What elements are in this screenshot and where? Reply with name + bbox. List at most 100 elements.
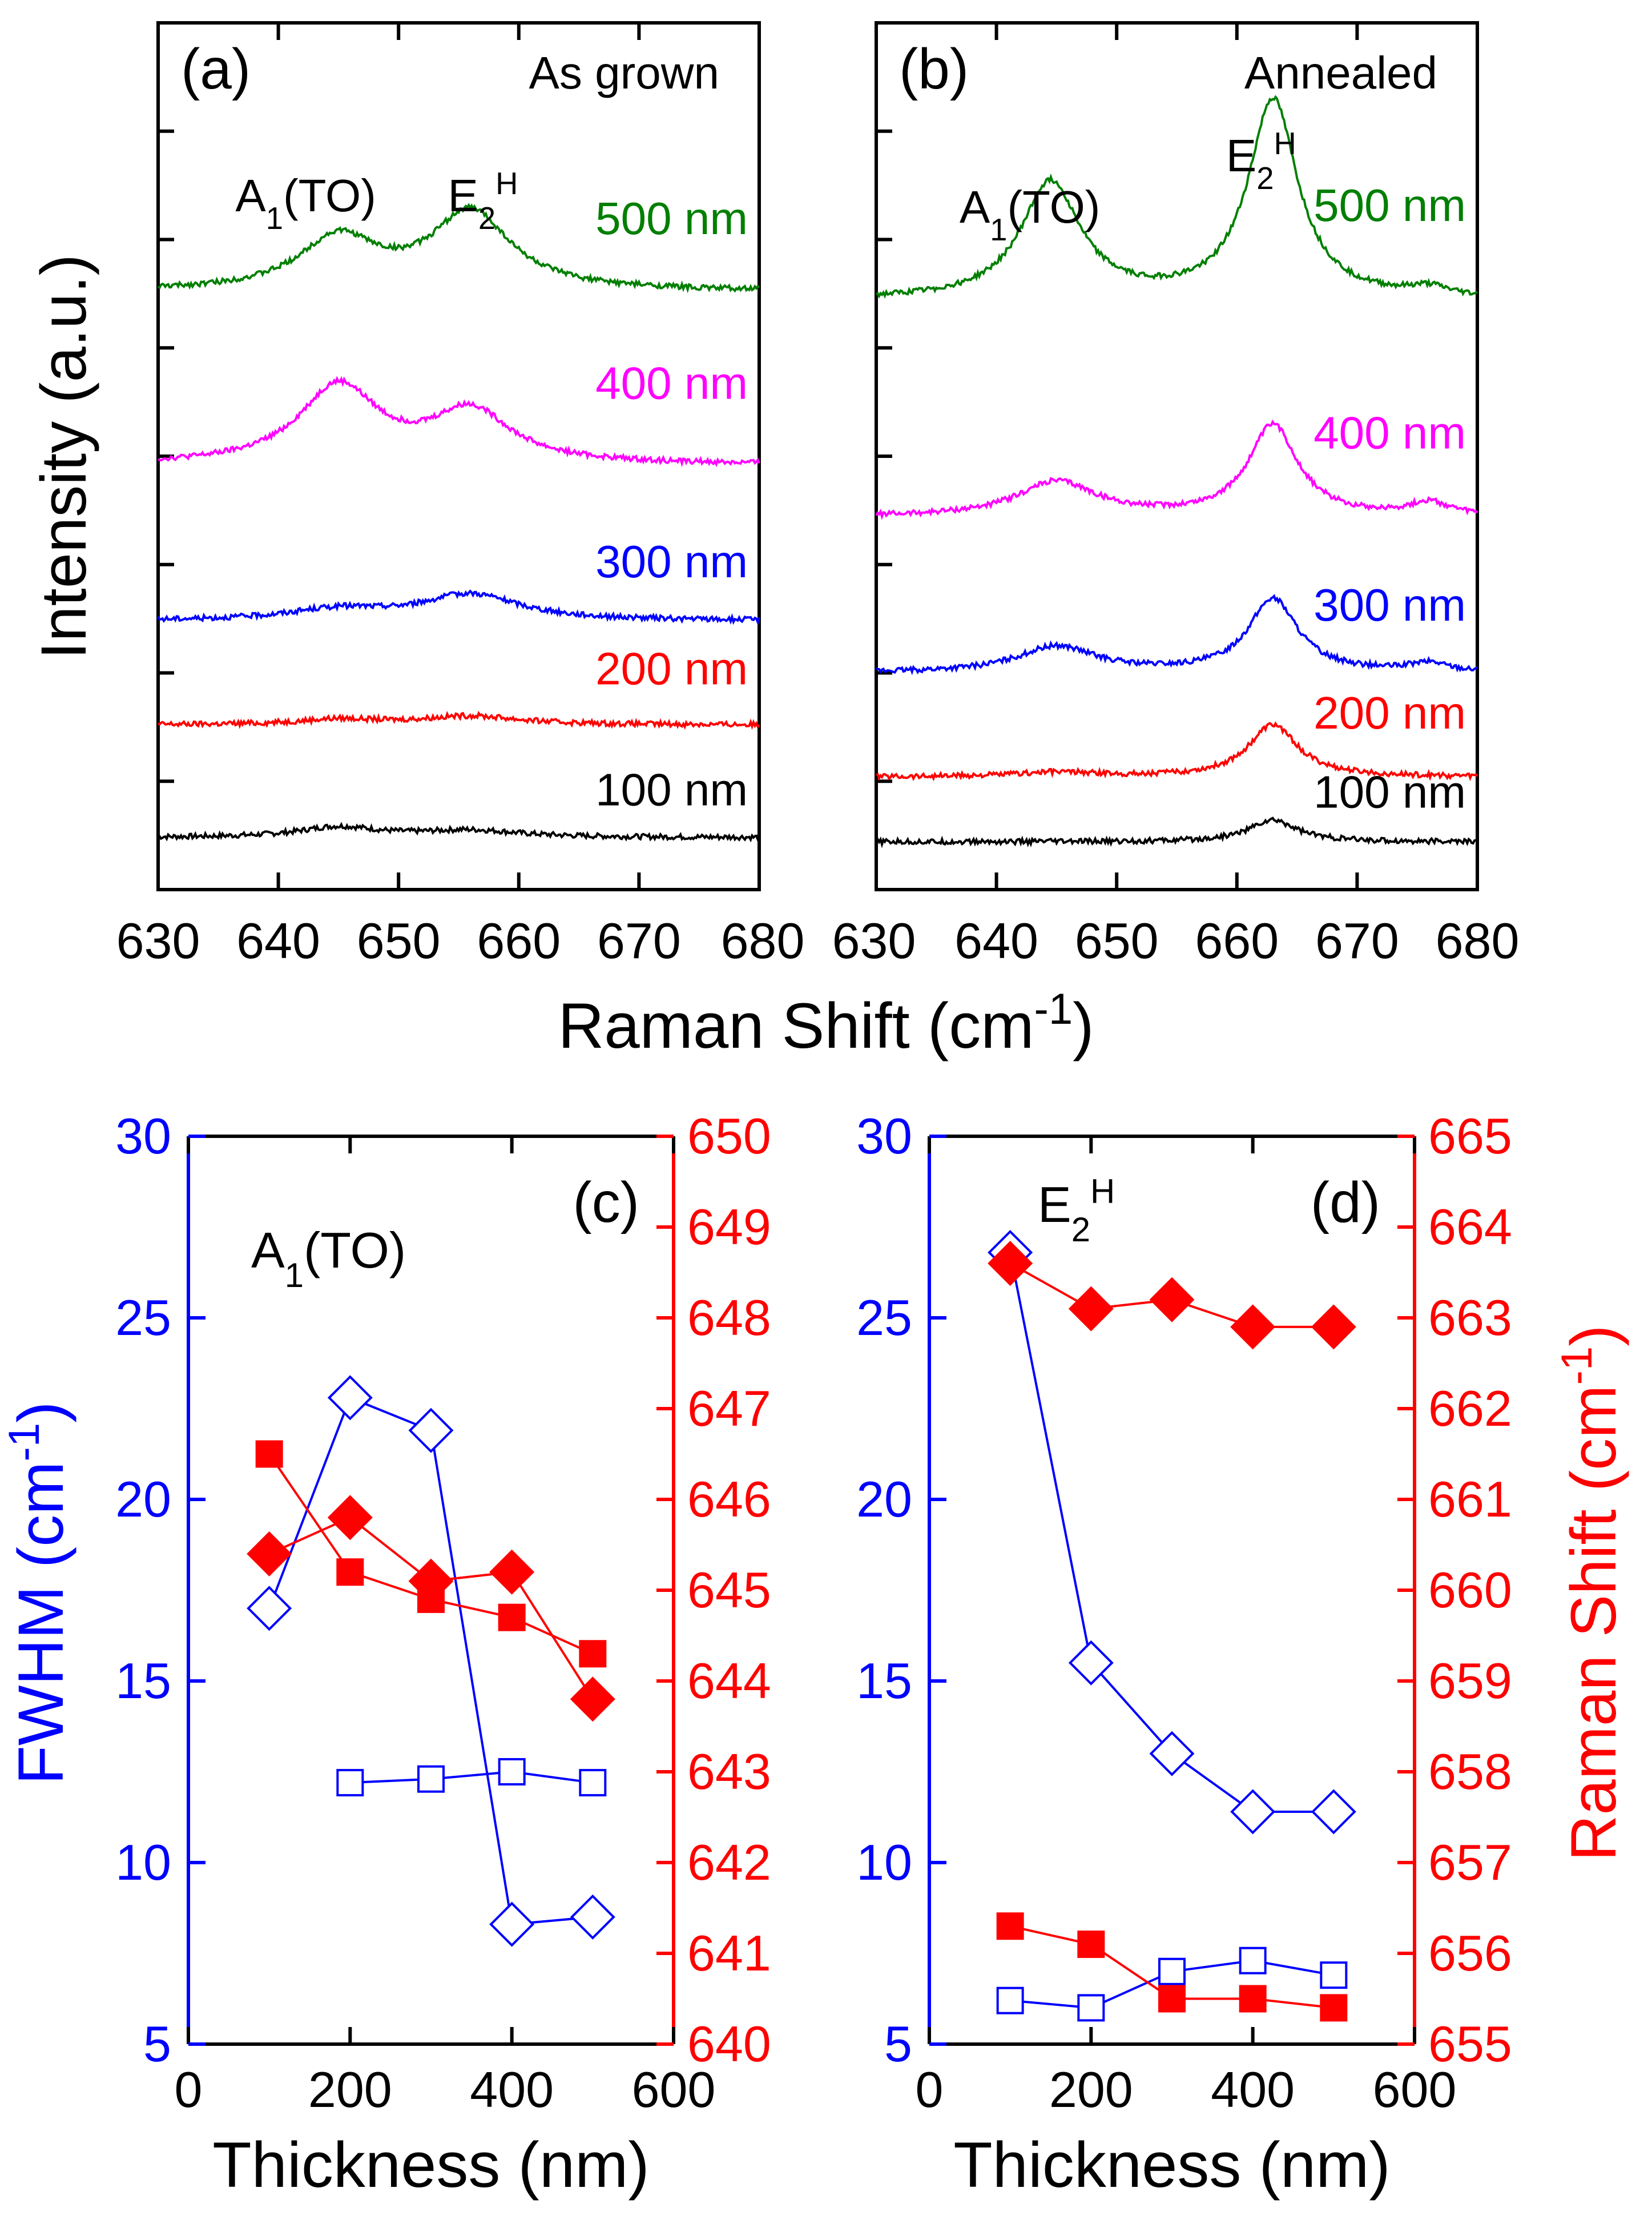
y-left-tick-label: 30 <box>115 1108 171 1164</box>
series-label: 500 nm <box>1313 180 1466 231</box>
data-point-diamond-open <box>1149 1731 1195 1776</box>
x-tick-label: 400 <box>470 2061 554 2118</box>
y-right-tick-label: 640 <box>687 2016 771 2072</box>
y-left-tick-label: 30 <box>856 1108 912 1164</box>
xlabel-text: Raman Shift (cm <box>558 990 1034 1061</box>
series-label: 300 nm <box>1313 580 1466 630</box>
spectrum-100-nm <box>158 822 760 843</box>
peak-label-sub: 1 <box>990 212 1007 247</box>
y-left-tick-label: 5 <box>884 2016 912 2072</box>
x-tick-label: 680 <box>1436 912 1520 969</box>
spectrum-200-nm <box>157 710 760 730</box>
x-tick-label: 200 <box>308 2061 392 2118</box>
data-point-diamond-open <box>327 1375 373 1421</box>
series-label: 100 nm <box>595 765 748 815</box>
series-label: 400 nm <box>595 358 748 409</box>
data-point-diamond-filled <box>247 1531 292 1576</box>
data-point-diamond-open <box>408 1407 454 1453</box>
y-right-tick-label: 659 <box>1428 1652 1512 1709</box>
spectrum-500-nm <box>875 95 1478 299</box>
ylabel-end: ) <box>1558 1325 1629 1346</box>
x-tick-label: 630 <box>832 912 916 969</box>
spectrum-300-nm <box>157 589 760 626</box>
series-label: 200 nm <box>595 644 748 694</box>
data-point-square-filled <box>255 1440 283 1468</box>
series-line <box>1009 1252 1334 1813</box>
condition-label: As grown <box>529 47 719 98</box>
xlabel-sup: -1 <box>1034 985 1073 1033</box>
y-left-tick-label: 20 <box>115 1471 171 1527</box>
title-sub: 2 <box>1071 1210 1090 1249</box>
condition-label: Annealed <box>1244 47 1437 98</box>
x-tick-label: 640 <box>236 912 320 969</box>
peak-label-a1-to: A1(TO) <box>235 170 376 236</box>
y-right-tick-label: 645 <box>687 1562 771 1618</box>
y-left-tick-label: 20 <box>856 1471 912 1527</box>
x-tick-label: 670 <box>597 912 681 969</box>
y-left-tick-label: 10 <box>115 1834 171 1891</box>
data-point-diamond-filled <box>1068 1286 1114 1332</box>
y-right-tick-label: 662 <box>1428 1380 1512 1437</box>
data-point-square-filled <box>1320 1994 1348 2022</box>
x-tick-label: 600 <box>632 2061 716 2118</box>
x-axis-title-thickness: Thickness (nm) <box>212 2129 649 2201</box>
peak-label-sup: H <box>495 166 518 201</box>
x-tick-label: 0 <box>916 2061 944 2118</box>
plot-frame-a <box>156 21 761 891</box>
y-right-tick-label: 648 <box>687 1289 771 1346</box>
y-right-tick-label: 647 <box>687 1380 771 1437</box>
y-right-tick-label: 650 <box>687 1108 771 1164</box>
x-tick-label: 660 <box>1195 912 1279 969</box>
series-label: 500 nm <box>595 193 748 244</box>
y-right-tick-label: 658 <box>1428 1743 1512 1800</box>
panel-c: 0 200 400 600 5 10 15 20 25 30 640 641 642 643 644 645 6… <box>115 1108 771 2201</box>
data-point-square-open <box>1239 1946 1267 1974</box>
y-right-tick-label: 663 <box>1428 1289 1512 1346</box>
peak-label-sub: 1 <box>266 201 283 236</box>
spectrum-500-nm <box>157 203 760 293</box>
series-label: 400 nm <box>1313 407 1466 458</box>
data-point-square-open <box>579 1769 607 1797</box>
x-tick-label: 650 <box>357 912 441 969</box>
peak-label-sup: H <box>1274 126 1296 161</box>
panel-label: (b) <box>899 37 969 101</box>
y-right-tick-label: 641 <box>687 1925 771 1981</box>
panel-a: 630 640 650 660 670 680 100 nm 200 nm 300 nm 400 … <box>116 21 804 969</box>
spectrum-400-nm <box>875 419 1478 520</box>
title-base: A <box>251 1222 285 1278</box>
data-point-square-filled <box>1239 1985 1267 2013</box>
panel-title-e2h: E2H <box>1038 1172 1115 1249</box>
y-right-tick-label: 657 <box>1428 1834 1512 1891</box>
panel-label: (c) <box>573 1171 639 1234</box>
data-point-diamond-open <box>1068 1640 1114 1686</box>
y-right-tick-label: 664 <box>1428 1199 1512 1255</box>
x-tick-label: 0 <box>175 2061 203 2118</box>
x-tick-label: 630 <box>116 912 200 969</box>
y-axis-title-raman-shift: Raman Shift (cm-1) <box>1553 1325 1630 1861</box>
y-right-tick-label: 644 <box>687 1652 771 1709</box>
peak-label-e2h: E2H <box>448 166 518 236</box>
y-left-tick-label: 5 <box>143 2016 171 2072</box>
series-label: 300 nm <box>595 536 748 587</box>
data-point-square-filled <box>498 1603 526 1631</box>
x-axis-title-spectra: Raman Shift (cm-1) <box>558 985 1094 1062</box>
data-point-diamond-open <box>489 1901 535 1947</box>
data-point-square-open <box>1320 1961 1348 1989</box>
peak-label-a1-to: A1(TO) <box>960 182 1101 247</box>
title-rest: (TO) <box>304 1222 406 1278</box>
y-right-tick-label: 660 <box>1428 1562 1512 1618</box>
data-point-diamond-open <box>570 1894 615 1940</box>
data-point-diamond-open <box>247 1586 292 1631</box>
peak-label-sub: 2 <box>478 201 495 236</box>
peak-label-a1: A <box>235 170 266 221</box>
series-label: 200 nm <box>1313 687 1466 738</box>
data-point-diamond-filled <box>489 1549 535 1595</box>
data-point-diamond-filled <box>988 1241 1033 1286</box>
x-tick-label: 200 <box>1049 2061 1133 2118</box>
data-point-diamond-filled <box>1149 1277 1195 1322</box>
y-left-tick-label: 10 <box>856 1834 912 1891</box>
spectrum-300-nm <box>875 594 1478 675</box>
y-left-tick-label: 25 <box>115 1289 171 1346</box>
data-point-square-filled <box>579 1640 607 1668</box>
